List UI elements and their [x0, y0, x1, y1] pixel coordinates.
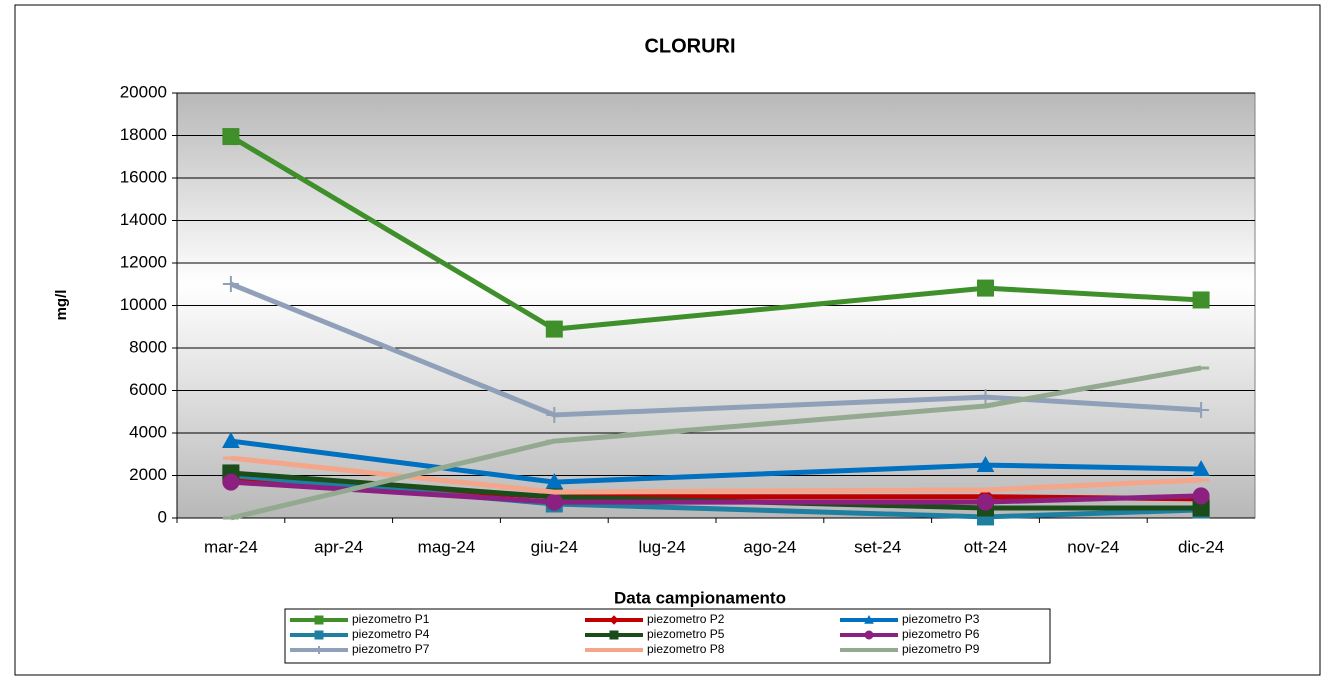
- x-tick-label: ott-24: [964, 537, 1007, 556]
- series-line: [230, 455, 1202, 495]
- x-tick-label: nov-24: [1067, 537, 1119, 556]
- y-tick-label: 0: [158, 507, 167, 526]
- x-tick-label: lug-24: [638, 537, 685, 556]
- legend-label: piezometro P1: [352, 612, 430, 626]
- chart-title: CLORURI: [644, 35, 735, 57]
- marker: [314, 615, 324, 625]
- series-line: [229, 281, 1202, 418]
- legend-label: piezometro P2: [647, 612, 725, 626]
- marker: [222, 432, 240, 448]
- legend-label: piezometro P8: [647, 642, 725, 656]
- x-tick-label: ago-24: [743, 537, 796, 556]
- y-tick-label: 10000: [120, 295, 167, 314]
- marker: [977, 279, 994, 297]
- marker: [976, 456, 995, 472]
- legend: [284, 608, 1051, 664]
- marker: [222, 276, 239, 293]
- legend-label: piezometro P6: [902, 627, 980, 641]
- marker: [546, 406, 563, 423]
- legend-label: piezometro P9: [902, 642, 980, 656]
- y-tick-label: 12000: [120, 252, 167, 271]
- marker: [315, 646, 323, 654]
- y-tick-label: 8000: [129, 337, 167, 356]
- marker: [977, 389, 994, 406]
- marker: [609, 630, 619, 640]
- legend-label: piezometro P3: [902, 612, 980, 626]
- x-tick-label: apr-24: [314, 537, 363, 556]
- legend-label: piezometro P4: [352, 627, 430, 641]
- y-tick-label: 2000: [129, 465, 167, 484]
- marker: [1192, 460, 1210, 477]
- marker: [1193, 402, 1210, 419]
- marker: [977, 493, 994, 511]
- marker: [222, 473, 240, 491]
- marker: [609, 615, 619, 625]
- x-tick-label: giu-24: [531, 537, 578, 556]
- y-tick-label: 16000: [120, 167, 167, 186]
- x-axis-title: Data campionamento: [614, 588, 786, 607]
- marker: [222, 128, 240, 146]
- series-line: [229, 134, 1202, 332]
- marker: [1192, 291, 1210, 309]
- y-tick-label: 6000: [129, 380, 167, 399]
- y-tick-label: 14000: [120, 210, 167, 229]
- legend-label: piezometro P7: [352, 642, 430, 656]
- legend-label: piezometro P5: [647, 627, 725, 641]
- y-tick-label: 4000: [129, 422, 167, 441]
- marker: [864, 630, 874, 640]
- y-tick-label: 20000: [120, 82, 167, 101]
- y-axis-title: mg/l: [53, 290, 70, 321]
- marker: [545, 493, 563, 511]
- marker: [1192, 487, 1210, 505]
- x-tick-label: mar-24: [204, 537, 258, 556]
- x-tick-label: dic-24: [1178, 537, 1224, 556]
- series-line: [230, 479, 1202, 505]
- marker: [314, 630, 324, 640]
- series-line: [230, 365, 1202, 521]
- x-tick-label: mag-24: [418, 537, 476, 556]
- marker: [545, 320, 563, 338]
- y-tick-label: 18000: [120, 125, 167, 144]
- series-line: [230, 438, 1202, 485]
- x-tick-label: set-24: [854, 537, 901, 556]
- marker: [864, 614, 874, 624]
